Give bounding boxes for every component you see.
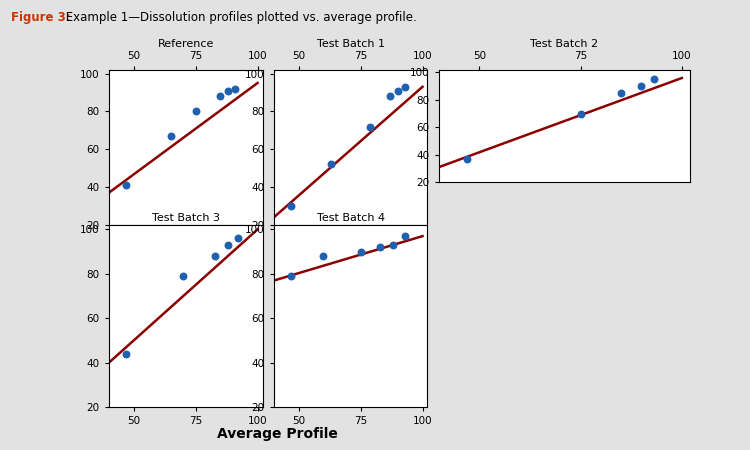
- Text: Figure 3:: Figure 3:: [11, 11, 70, 24]
- Point: [392, 87, 404, 94]
- Point: [120, 182, 132, 189]
- Point: [647, 76, 659, 83]
- Point: [214, 93, 226, 100]
- Point: [355, 248, 367, 255]
- Title: Test Batch 4: Test Batch 4: [316, 213, 385, 223]
- Title: Reference: Reference: [158, 39, 214, 49]
- Point: [232, 235, 244, 242]
- Point: [317, 252, 329, 260]
- Title: Test Batch 1: Test Batch 1: [316, 39, 385, 49]
- Point: [635, 83, 647, 90]
- Point: [285, 273, 297, 280]
- Point: [222, 241, 234, 248]
- Point: [285, 202, 297, 210]
- Point: [574, 110, 586, 117]
- Title: Test Batch 3: Test Batch 3: [152, 213, 220, 223]
- Point: [387, 241, 399, 248]
- Point: [374, 243, 386, 251]
- Point: [615, 90, 627, 97]
- Point: [384, 93, 396, 100]
- Point: [230, 85, 242, 92]
- Point: [461, 155, 473, 162]
- Point: [399, 233, 411, 240]
- Point: [177, 273, 189, 280]
- Point: [190, 108, 202, 115]
- Point: [165, 132, 177, 140]
- Point: [222, 87, 234, 94]
- Point: [209, 252, 221, 260]
- Point: [120, 350, 132, 357]
- Point: [364, 123, 376, 130]
- Text: Example 1—Dissolution profiles plotted vs. average profile.: Example 1—Dissolution profiles plotted v…: [62, 11, 417, 24]
- Text: Average Profile: Average Profile: [217, 427, 338, 441]
- Title: Test Batch 2: Test Batch 2: [530, 39, 598, 49]
- Point: [325, 161, 337, 168]
- Point: [399, 83, 411, 90]
